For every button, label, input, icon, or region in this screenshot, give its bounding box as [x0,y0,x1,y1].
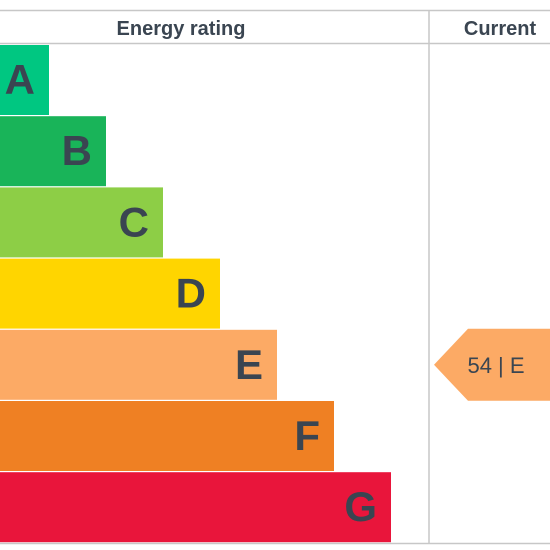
band-letter-e: E [235,341,263,388]
header-current: Current [464,18,537,40]
band-letter-b: B [62,127,92,174]
band-letter-g: G [344,483,377,530]
band-bar-g [0,472,391,543]
header-energy-rating: Energy rating [117,18,246,40]
current-arrow [434,328,550,401]
band-bar-e [0,329,277,400]
current-rating-marker: 54 | E [434,328,550,401]
band-letter-a: A [5,56,35,103]
band-letter-c: C [119,198,149,245]
band-letter-f: F [294,412,320,459]
band-bar-d [0,258,220,329]
current-rating-label: 54 | E [467,353,524,378]
grid-lines [0,9,550,545]
band-bar-c [0,187,163,258]
band-letter-d: D [176,270,206,317]
band-bar-f [0,401,334,471]
band-bar-a [0,45,49,115]
band-bar-b [0,116,106,187]
